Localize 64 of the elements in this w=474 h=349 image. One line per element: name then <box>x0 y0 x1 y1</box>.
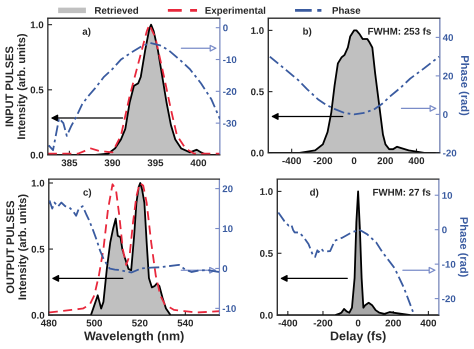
y-axis-title: OUTPUT PULSES Intensity (arb. units) <box>6 194 28 300</box>
y2-tick-label: -10 <box>442 260 456 268</box>
y2-tick-label: 20 <box>442 72 454 80</box>
y-tick-label: 1.0 <box>32 180 44 187</box>
x-tick-label: 400 <box>190 159 206 166</box>
y-tick-label: 1.0 <box>30 21 44 28</box>
x-tick-label: 200 <box>378 157 393 164</box>
y-tick-label: 0.0 <box>32 312 44 319</box>
x-tick-label: 400 <box>408 157 424 164</box>
y2-tick-label: 40 <box>442 34 454 42</box>
y-tick-label: 0.0 <box>250 150 264 156</box>
x-tick-label: 200 <box>385 320 401 326</box>
x-tick-label: 395 <box>148 159 164 166</box>
y2-tick-label: -20 <box>443 150 456 156</box>
y-tick-label: 0.5 <box>260 250 273 257</box>
y-tick-label: 0.5 <box>32 246 44 253</box>
y2-tick-label: -10 <box>222 305 236 312</box>
y2-axis-title: Phase (rad) <box>458 218 468 277</box>
x-axis-title: Wavelength (nm) <box>84 331 184 343</box>
y2-tick-label: 0 <box>442 226 447 234</box>
y-tick-label: 0.5 <box>250 88 264 96</box>
line-series <box>48 200 220 274</box>
annotation: c) <box>83 188 92 198</box>
y2-tick-label: -30 <box>223 120 236 127</box>
y2-tick-label: -20 <box>223 88 236 95</box>
y2-tick-label: 10 <box>442 192 452 199</box>
y2-tick-label: -20 <box>442 295 456 302</box>
y2-tick-label: -10 <box>223 56 236 64</box>
annotation: FWHM: 253 fs <box>368 28 431 35</box>
y-tick-label: 1.0 <box>260 188 273 196</box>
x-tick-label: 0 <box>356 320 360 326</box>
y-axis-title: INPUT PULSES Intensity (arb. units) <box>5 34 28 139</box>
y-tick-label: 1.0 <box>251 27 264 34</box>
legend-label: Experimental <box>205 6 266 16</box>
x-tick-label: 400 <box>420 320 436 326</box>
x-tick-label: -200 <box>314 320 332 326</box>
x-tick-label: -400 <box>278 320 298 326</box>
annotation: a) <box>82 28 90 37</box>
annotation: FWHM: 27 fs <box>373 188 430 196</box>
y2-tick-label: 10 <box>222 225 233 232</box>
x-tick-label: -200 <box>314 157 332 164</box>
annotation: d) <box>310 188 318 198</box>
legend-label: Phase <box>332 6 360 14</box>
line-series <box>268 56 440 116</box>
x-tick-label: 0 <box>352 157 356 164</box>
y2-tick-label: 0 <box>443 111 448 118</box>
x-tick-label: 480 <box>40 320 57 326</box>
y-tick-label: 0.0 <box>260 312 273 319</box>
y2-tick-label: 20 <box>222 185 233 192</box>
legend-label: Retrieved <box>95 6 138 14</box>
x-tick-label: 500 <box>86 320 102 326</box>
y-tick-label: 0.5 <box>30 86 44 94</box>
y2-axis-title: Phase (rad) <box>458 56 470 116</box>
x-tick-label: 390 <box>104 159 120 166</box>
line-series <box>48 42 220 152</box>
annotation: b) <box>303 28 312 37</box>
x-tick-label: 385 <box>61 159 78 166</box>
x-tick-label: 540 <box>178 320 194 326</box>
y2-tick-label: 0 <box>223 24 228 32</box>
x-axis-title: Delay (fs) <box>330 331 386 343</box>
x-tick-label: 520 <box>132 320 148 326</box>
x-tick-label: -400 <box>282 157 302 164</box>
y2-tick-label: 0 <box>222 265 228 272</box>
y-tick-label: 0.0 <box>30 152 44 159</box>
